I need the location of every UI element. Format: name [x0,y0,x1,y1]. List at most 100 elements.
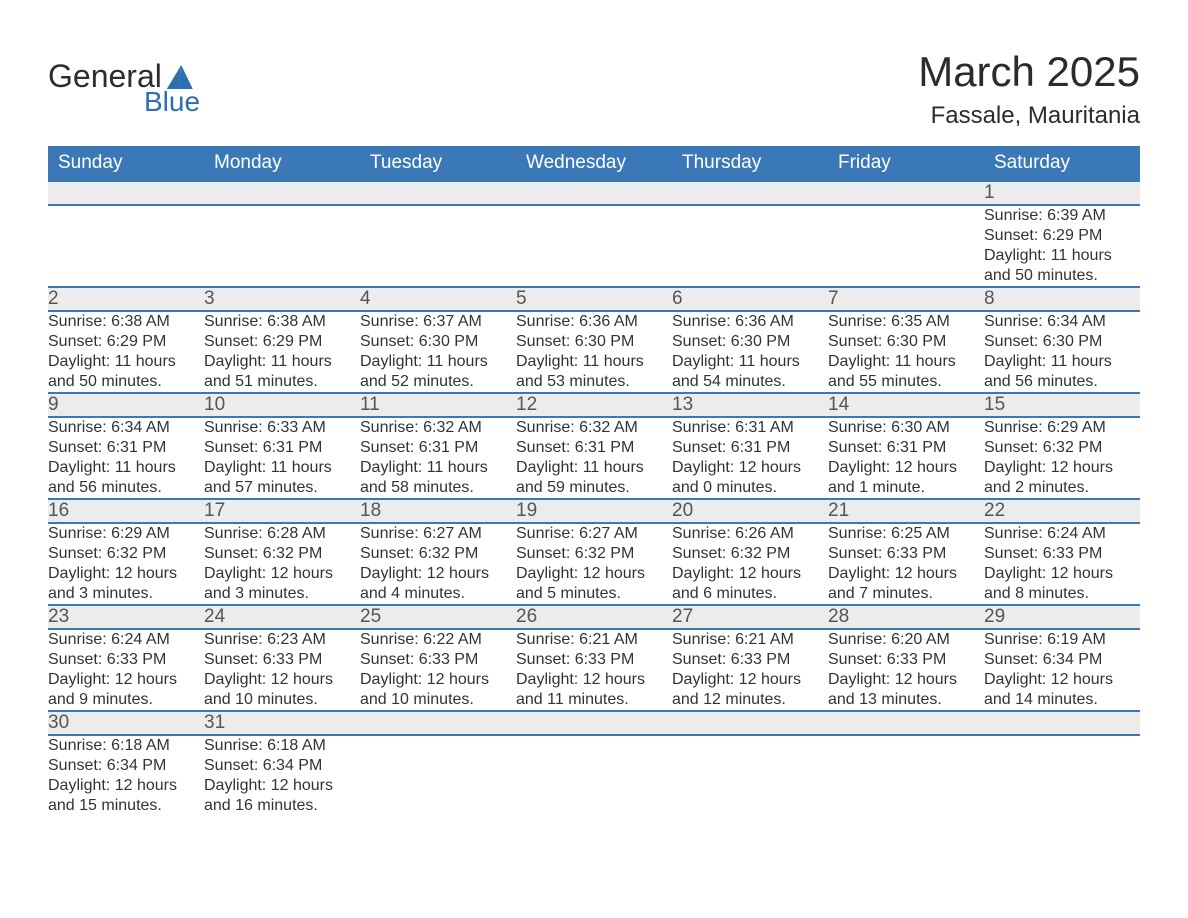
sunrise-line: Sunrise: 6:36 AM [516,312,672,332]
day-number-cell [672,181,828,205]
day-number-cell: 26 [516,605,672,629]
sunset-line: Sunset: 6:32 PM [516,544,672,564]
day-detail-cell: Sunrise: 6:32 AMSunset: 6:31 PMDaylight:… [360,417,516,499]
daylight-line: Daylight: 12 hours and 3 minutes. [204,564,360,604]
sunset-line: Sunset: 6:33 PM [828,544,984,564]
day-number-cell: 16 [48,499,204,523]
week-daynum-row: 23242526272829 [48,605,1140,629]
day-detail-cell: Sunrise: 6:39 AMSunset: 6:29 PMDaylight:… [984,205,1140,287]
day-detail-cell: Sunrise: 6:30 AMSunset: 6:31 PMDaylight:… [828,417,984,499]
day-detail-cell: Sunrise: 6:38 AMSunset: 6:29 PMDaylight:… [48,311,204,393]
sunset-line: Sunset: 6:33 PM [828,650,984,670]
daylight-line: Daylight: 12 hours and 15 minutes. [48,776,204,816]
daylight-line: Daylight: 12 hours and 8 minutes. [984,564,1140,604]
day-number-cell [672,711,828,735]
day-detail-cell: Sunrise: 6:31 AMSunset: 6:31 PMDaylight:… [672,417,828,499]
week-daynum-row: 16171819202122 [48,499,1140,523]
sunrise-line: Sunrise: 6:18 AM [204,736,360,756]
day-number-cell: 5 [516,287,672,311]
day-detail-cell: Sunrise: 6:33 AMSunset: 6:31 PMDaylight:… [204,417,360,499]
day-number-cell: 23 [48,605,204,629]
sunrise-line: Sunrise: 6:33 AM [204,418,360,438]
day-number-cell: 2 [48,287,204,311]
sunset-line: Sunset: 6:30 PM [672,332,828,352]
daylight-line: Daylight: 12 hours and 10 minutes. [360,670,516,710]
day-number-cell: 15 [984,393,1140,417]
daylight-line: Daylight: 11 hours and 50 minutes. [48,352,204,392]
day-detail-cell: Sunrise: 6:20 AMSunset: 6:33 PMDaylight:… [828,629,984,711]
brand-flag-icon-2 [179,65,196,89]
day-detail-cell: Sunrise: 6:34 AMSunset: 6:31 PMDaylight:… [48,417,204,499]
daylight-line: Daylight: 12 hours and 3 minutes. [48,564,204,604]
day-detail-cell [360,205,516,287]
sunset-line: Sunset: 6:33 PM [516,650,672,670]
sunset-line: Sunset: 6:32 PM [360,544,516,564]
week-daynum-row: 1 [48,181,1140,205]
sunrise-line: Sunrise: 6:37 AM [360,312,516,332]
week-daynum-row: 3031 [48,711,1140,735]
day-detail-cell: Sunrise: 6:36 AMSunset: 6:30 PMDaylight:… [516,311,672,393]
day-number-cell: 21 [828,499,984,523]
daylight-line: Daylight: 12 hours and 13 minutes. [828,670,984,710]
sunset-line: Sunset: 6:30 PM [984,332,1140,352]
sunrise-line: Sunrise: 6:32 AM [516,418,672,438]
day-detail-cell: Sunrise: 6:25 AMSunset: 6:33 PMDaylight:… [828,523,984,605]
day-detail-cell: Sunrise: 6:24 AMSunset: 6:33 PMDaylight:… [48,629,204,711]
day-detail-cell [360,735,516,816]
daylight-line: Daylight: 12 hours and 5 minutes. [516,564,672,604]
daylight-line: Daylight: 12 hours and 16 minutes. [204,776,360,816]
day-number-cell: 22 [984,499,1140,523]
day-detail-cell: Sunrise: 6:29 AMSunset: 6:32 PMDaylight:… [984,417,1140,499]
day-number-cell: 14 [828,393,984,417]
sunrise-line: Sunrise: 6:19 AM [984,630,1140,650]
day-number-cell [516,711,672,735]
sunset-line: Sunset: 6:32 PM [672,544,828,564]
sunrise-line: Sunrise: 6:18 AM [48,736,204,756]
sunrise-line: Sunrise: 6:39 AM [984,206,1140,226]
sunset-line: Sunset: 6:29 PM [984,226,1140,246]
brand-logo: General Blue [48,60,200,118]
location-subtitle: Fassale, Mauritania [918,102,1140,130]
sunrise-line: Sunrise: 6:27 AM [516,524,672,544]
sunset-line: Sunset: 6:30 PM [516,332,672,352]
day-detail-cell [48,205,204,287]
day-number-cell: 1 [984,181,1140,205]
day-number-cell: 3 [204,287,360,311]
sunset-line: Sunset: 6:33 PM [984,544,1140,564]
day-detail-cell: Sunrise: 6:36 AMSunset: 6:30 PMDaylight:… [672,311,828,393]
sunset-line: Sunset: 6:32 PM [48,544,204,564]
daylight-line: Daylight: 12 hours and 0 minutes. [672,458,828,498]
sunset-line: Sunset: 6:33 PM [204,650,360,670]
header: General Blue March 2025 Fassale, Maurita… [48,48,1140,130]
day-number-cell [204,181,360,205]
sunrise-line: Sunrise: 6:24 AM [984,524,1140,544]
day-number-cell: 28 [828,605,984,629]
daylight-line: Daylight: 11 hours and 55 minutes. [828,352,984,392]
day-number-cell: 19 [516,499,672,523]
daylight-line: Daylight: 12 hours and 11 minutes. [516,670,672,710]
sunset-line: Sunset: 6:29 PM [204,332,360,352]
daylight-line: Daylight: 12 hours and 4 minutes. [360,564,516,604]
weekday-header: Sunday [48,146,204,181]
week-detail-row: Sunrise: 6:24 AMSunset: 6:33 PMDaylight:… [48,629,1140,711]
day-number-cell: 18 [360,499,516,523]
daylight-line: Daylight: 11 hours and 50 minutes. [984,246,1140,286]
day-detail-cell: Sunrise: 6:21 AMSunset: 6:33 PMDaylight:… [516,629,672,711]
day-detail-cell: Sunrise: 6:34 AMSunset: 6:30 PMDaylight:… [984,311,1140,393]
day-number-cell [360,181,516,205]
sunrise-line: Sunrise: 6:27 AM [360,524,516,544]
day-number-cell [516,181,672,205]
sunset-line: Sunset: 6:31 PM [828,438,984,458]
sunset-line: Sunset: 6:33 PM [48,650,204,670]
sunset-line: Sunset: 6:31 PM [672,438,828,458]
day-detail-cell: Sunrise: 6:18 AMSunset: 6:34 PMDaylight:… [48,735,204,816]
weekday-header-row: SundayMondayTuesdayWednesdayThursdayFrid… [48,146,1140,181]
sunrise-line: Sunrise: 6:35 AM [828,312,984,332]
sunrise-line: Sunrise: 6:31 AM [672,418,828,438]
day-detail-cell: Sunrise: 6:26 AMSunset: 6:32 PMDaylight:… [672,523,828,605]
sunset-line: Sunset: 6:32 PM [204,544,360,564]
weekday-header: Monday [204,146,360,181]
day-detail-cell [516,735,672,816]
daylight-line: Daylight: 12 hours and 7 minutes. [828,564,984,604]
weekday-header: Wednesday [516,146,672,181]
